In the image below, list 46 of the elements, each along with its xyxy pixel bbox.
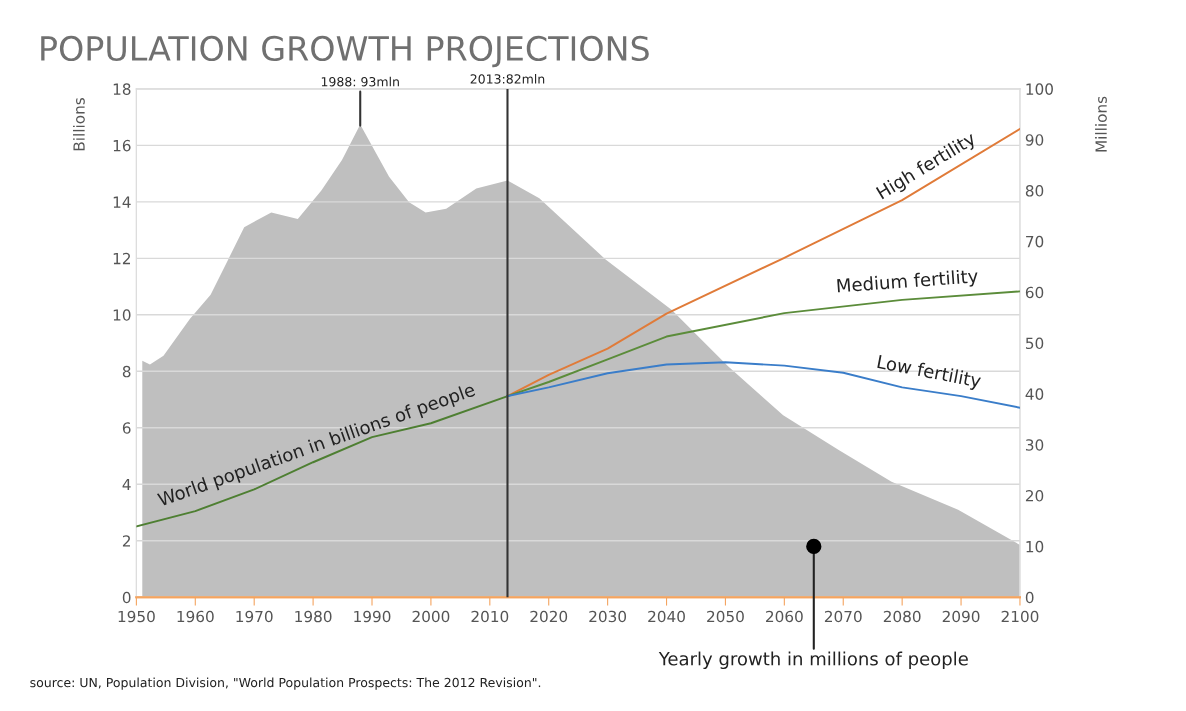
x-tick-label: 2080 [883, 610, 921, 623]
y-tick-label: 6 [122, 422, 131, 434]
series-label: Medium fertility [837, 268, 979, 297]
y2-axis-title: Millions [1095, 96, 1107, 152]
y-tick-label: 10 [113, 309, 131, 321]
y-tick-label: 4 [122, 478, 131, 491]
source-note: source: UN, Population Division, "World Population Prospects: The 2012 Revision". [30, 677, 541, 690]
y2-tick-label: 60 [1025, 286, 1044, 299]
x-tick-label: 2060 [766, 610, 803, 623]
text: Low fertility [876, 354, 982, 392]
annotation: 1988: 93mln [321, 76, 399, 87]
x-tick-label: 2090 [942, 610, 980, 623]
x-tick-label: 2050 [707, 610, 744, 623]
x-tick-label: 2100 [1001, 610, 1039, 623]
x-tick-label: 1950 [118, 610, 155, 623]
y2-tick-label: 90 [1025, 134, 1044, 146]
y-tick-label: 12 [113, 252, 130, 265]
y-tick-label: 8 [122, 365, 131, 378]
y2-tick-label: 100 [1026, 83, 1053, 95]
x-tick-label: 2040 [648, 610, 685, 623]
chart-title: POPULATION GROWTH PROJECTIONS [41, 35, 649, 68]
x-tick-label: 1990 [354, 610, 391, 623]
y-tick-label: 0 [122, 591, 131, 604]
x-tick-label: 2070 [824, 610, 862, 623]
y2-tick-label: 80 [1025, 185, 1044, 197]
x-tick-label: 1960 [177, 610, 214, 623]
ref-line-label: 2013:82mln [470, 74, 545, 84]
x-tick-label: 1980 [295, 610, 332, 623]
annotation: Yearly growth in millions of people [658, 651, 968, 670]
y-tick-label: 2 [122, 535, 130, 547]
y2-tick-label: 40 [1025, 388, 1044, 400]
y2-tick-label: 30 [1025, 439, 1044, 451]
x-tick-label: 2030 [589, 610, 627, 623]
y-tick-label: 14 [113, 196, 131, 208]
x-tick-label: 2020 [530, 610, 568, 623]
y-tick-label: 18 [113, 83, 131, 95]
y-axis-title: Billions [73, 97, 85, 151]
y2-tick-label: 10 [1026, 540, 1044, 553]
y2-tick-label: 50 [1026, 337, 1044, 350]
y2-tick-label: 20 [1025, 490, 1044, 502]
x-tick-label: 2000 [412, 610, 450, 623]
y-tick-label: 16 [113, 139, 131, 152]
x-tick-label: 1970 [236, 610, 273, 623]
x-tick-label: 2010 [471, 610, 509, 623]
y2-tick-label: 0 [1025, 591, 1034, 604]
y2-tick-label: 70 [1026, 235, 1044, 248]
